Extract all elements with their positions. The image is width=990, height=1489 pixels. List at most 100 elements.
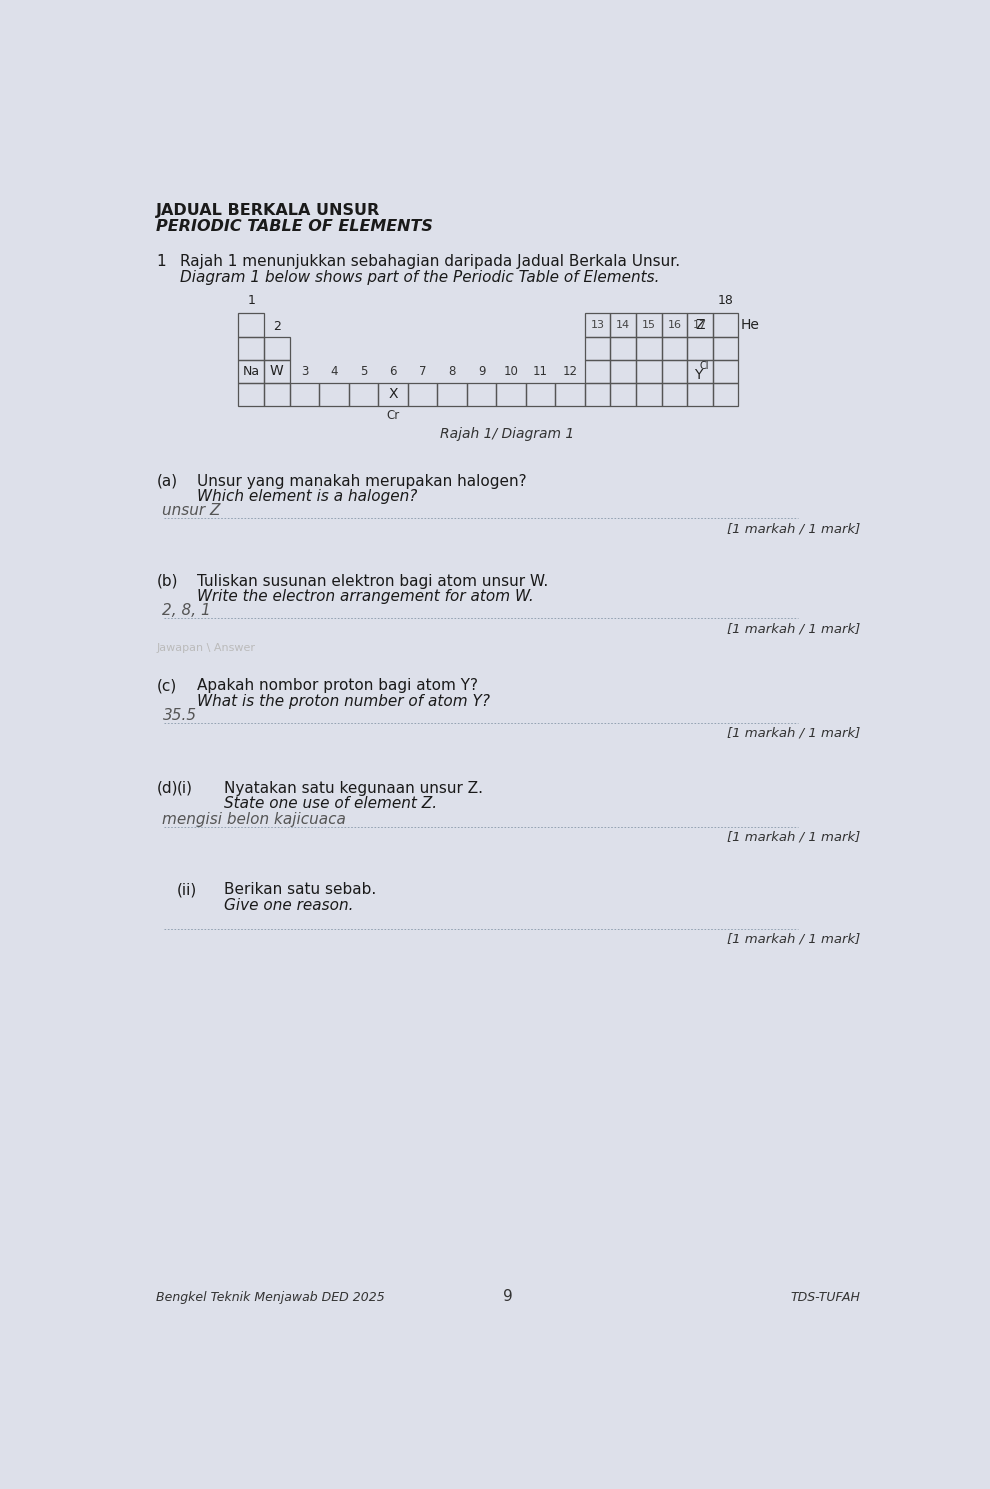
Text: 17: 17 — [693, 320, 707, 331]
Bar — [585, 313, 611, 337]
Text: [1 markah / 1 mark]: [1 markah / 1 mark] — [727, 727, 860, 740]
Text: [1 markah / 1 mark]: [1 markah / 1 mark] — [727, 831, 860, 844]
Bar — [713, 383, 739, 406]
Text: [1 markah / 1 mark]: [1 markah / 1 mark] — [727, 622, 860, 636]
Bar — [687, 313, 713, 337]
Text: 13: 13 — [591, 320, 605, 331]
Text: 2, 8, 1: 2, 8, 1 — [162, 603, 211, 618]
Bar — [239, 360, 264, 383]
Text: Write the electron arrangement for atom W.: Write the electron arrangement for atom … — [197, 590, 535, 605]
Text: Nyatakan satu kegunaan unsur Z.: Nyatakan satu kegunaan unsur Z. — [225, 780, 483, 795]
Bar — [319, 383, 348, 406]
Text: 10: 10 — [504, 365, 519, 378]
Text: Give one reason.: Give one reason. — [225, 898, 354, 913]
Bar — [636, 383, 661, 406]
Text: (b): (b) — [156, 573, 178, 588]
Bar — [290, 383, 319, 406]
Text: Na: Na — [243, 365, 259, 378]
Text: Tuliskan susunan elektron bagi atom unsur W.: Tuliskan susunan elektron bagi atom unsu… — [197, 573, 548, 588]
Bar — [239, 337, 264, 360]
Text: He: He — [741, 319, 759, 332]
Text: X: X — [388, 387, 398, 401]
Text: Bengkel Teknik Menjawab DED 2025: Bengkel Teknik Menjawab DED 2025 — [156, 1291, 385, 1304]
Bar — [687, 360, 713, 383]
Bar — [636, 313, 661, 337]
Text: (c): (c) — [156, 679, 176, 694]
Bar — [555, 383, 585, 406]
Text: 4: 4 — [330, 365, 338, 378]
Text: 1: 1 — [156, 255, 166, 270]
Text: (a): (a) — [156, 474, 177, 488]
Bar — [661, 383, 687, 406]
Bar — [585, 360, 611, 383]
Text: 5: 5 — [359, 365, 367, 378]
Bar — [378, 383, 408, 406]
Text: W: W — [270, 365, 284, 378]
Text: 7: 7 — [419, 365, 427, 378]
Text: 14: 14 — [616, 320, 631, 331]
Text: 15: 15 — [642, 320, 655, 331]
Text: Rajah 1/ Diagram 1: Rajah 1/ Diagram 1 — [441, 427, 574, 441]
Text: Rajah 1 menunjukkan sebahagian daripada Jadual Berkala Unsur.: Rajah 1 menunjukkan sebahagian daripada … — [179, 255, 680, 270]
Text: [1 markah / 1 mark]: [1 markah / 1 mark] — [727, 932, 860, 946]
Text: 8: 8 — [448, 365, 455, 378]
Bar — [264, 337, 290, 360]
Bar — [687, 383, 713, 406]
Text: Y: Y — [694, 368, 703, 383]
Bar — [713, 360, 739, 383]
Text: 11: 11 — [533, 365, 548, 378]
Bar — [713, 337, 739, 360]
Text: JADUAL BERKALA UNSUR: JADUAL BERKALA UNSUR — [156, 204, 380, 219]
Bar — [526, 383, 555, 406]
Text: Berikan satu sebab.: Berikan satu sebab. — [225, 883, 377, 898]
Text: 3: 3 — [301, 365, 308, 378]
Bar — [585, 383, 611, 406]
Text: unsur Z: unsur Z — [162, 503, 221, 518]
Text: (d): (d) — [156, 780, 178, 795]
Bar — [636, 337, 661, 360]
Bar — [661, 313, 687, 337]
Text: (ii): (ii) — [177, 883, 197, 898]
Bar — [496, 383, 526, 406]
Text: 35.5: 35.5 — [162, 709, 197, 724]
Text: Jawapan \ Answer: Jawapan \ Answer — [156, 643, 255, 654]
Bar — [438, 383, 466, 406]
Text: PERIODIC TABLE OF ELEMENTS: PERIODIC TABLE OF ELEMENTS — [156, 219, 434, 234]
Text: Diagram 1 below shows part of the Periodic Table of Elements.: Diagram 1 below shows part of the Period… — [179, 271, 659, 286]
Text: 16: 16 — [667, 320, 681, 331]
Text: 9: 9 — [478, 365, 485, 378]
Bar — [264, 360, 290, 383]
Text: 18: 18 — [718, 295, 734, 307]
Text: Cl: Cl — [700, 360, 710, 371]
Bar — [239, 313, 264, 337]
Text: Cr: Cr — [386, 409, 400, 421]
Text: Z: Z — [695, 319, 705, 332]
Text: Apakah nombor proton bagi atom Y?: Apakah nombor proton bagi atom Y? — [197, 679, 478, 694]
Text: State one use of element Z.: State one use of element Z. — [225, 797, 438, 812]
Text: (i): (i) — [177, 780, 193, 795]
Bar — [239, 383, 264, 406]
Bar — [687, 337, 713, 360]
Text: [1 markah / 1 mark]: [1 markah / 1 mark] — [727, 523, 860, 535]
Bar — [661, 360, 687, 383]
Text: TDS-TUFAH: TDS-TUFAH — [790, 1291, 860, 1304]
Bar — [348, 383, 378, 406]
Bar — [611, 383, 636, 406]
Text: 1: 1 — [248, 295, 255, 307]
Text: 2: 2 — [273, 320, 281, 332]
Text: 9: 9 — [503, 1289, 512, 1304]
Bar — [264, 383, 290, 406]
Bar — [611, 337, 636, 360]
Text: 12: 12 — [562, 365, 577, 378]
Bar — [661, 337, 687, 360]
Bar — [636, 360, 661, 383]
Text: What is the proton number of atom Y?: What is the proton number of atom Y? — [197, 694, 490, 709]
Bar — [408, 383, 438, 406]
Text: 6: 6 — [389, 365, 397, 378]
Bar — [585, 337, 611, 360]
Bar — [466, 383, 496, 406]
Text: mengisi belon kajicuaca: mengisi belon kajicuaca — [162, 812, 346, 826]
Text: Which element is a halogen?: Which element is a halogen? — [197, 488, 418, 503]
Text: Unsur yang manakah merupakan halogen?: Unsur yang manakah merupakan halogen? — [197, 474, 527, 488]
Bar — [713, 313, 739, 337]
